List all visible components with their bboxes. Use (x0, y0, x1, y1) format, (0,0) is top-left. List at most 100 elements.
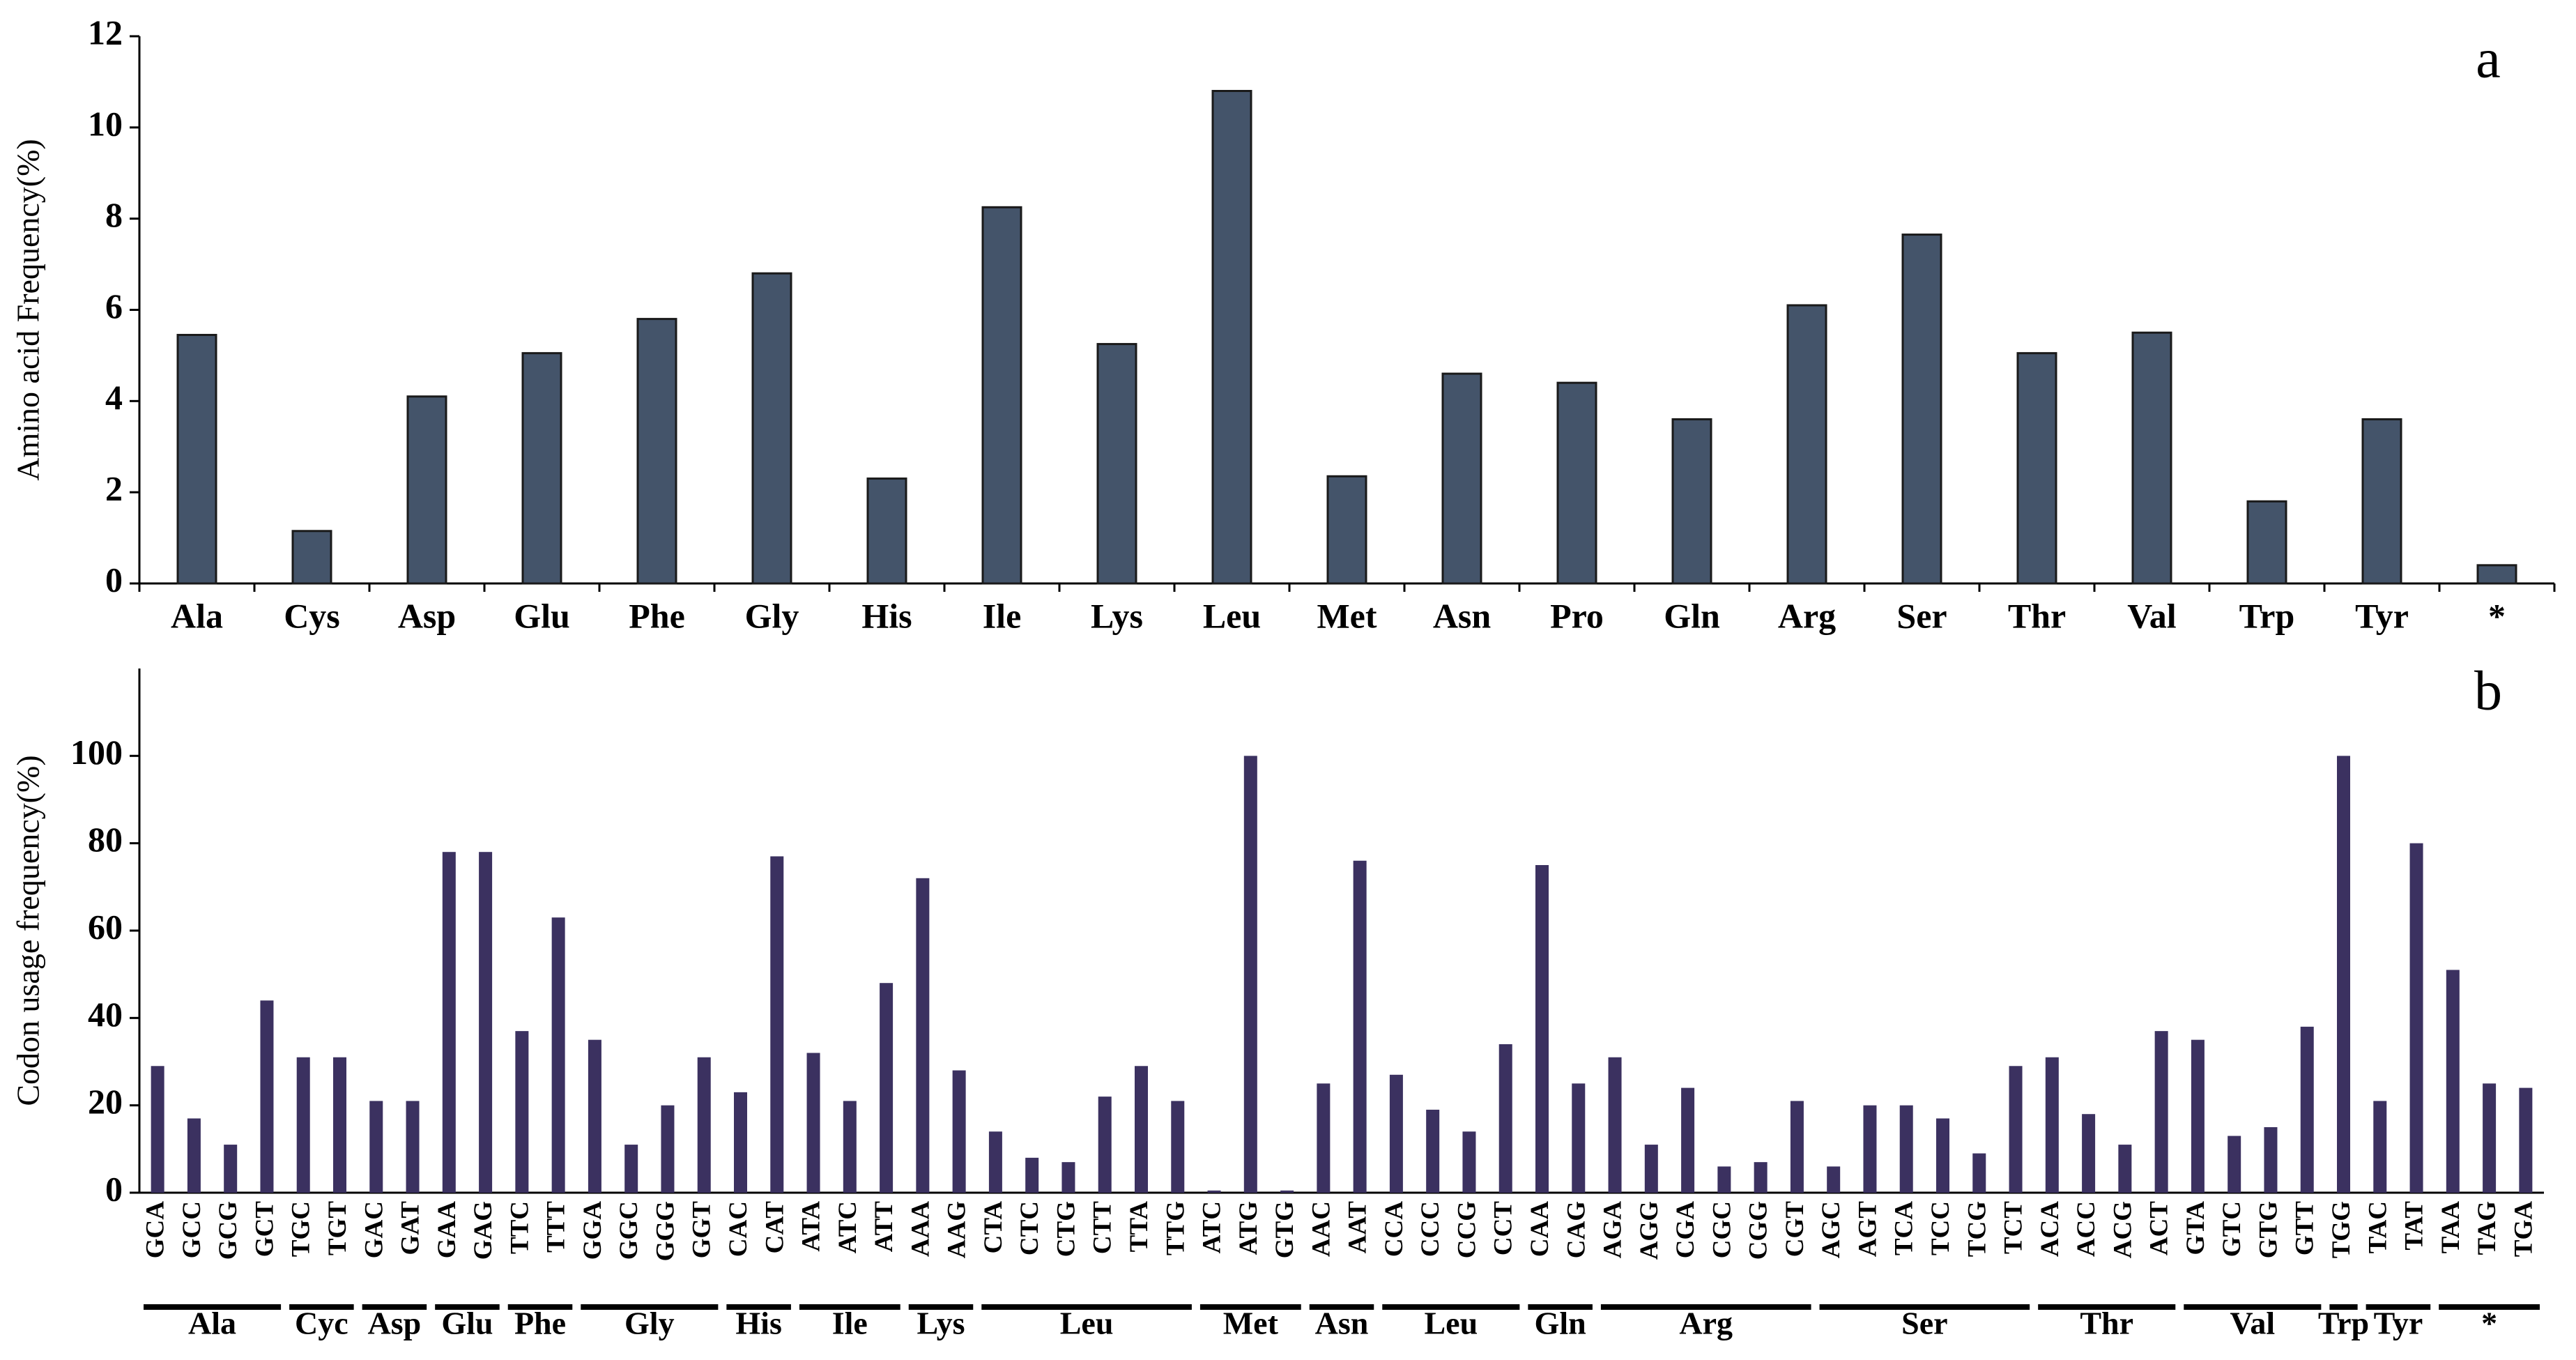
group-label: Glu (441, 1306, 493, 1341)
bar (369, 1101, 383, 1193)
bar (1681, 1087, 1695, 1193)
bar (2009, 1066, 2023, 1193)
bar (2045, 1057, 2059, 1193)
codon-label: GCC (178, 1201, 206, 1258)
codon-label: GAA (433, 1201, 461, 1259)
bar (1754, 1162, 1768, 1193)
group-label: Gln (1535, 1306, 1586, 1341)
bar (1135, 1066, 1148, 1193)
bar (1556, 381, 1597, 585)
codon-label: TGT (323, 1201, 352, 1255)
group-label: Ala (188, 1306, 236, 1341)
codon-label: CCG (1452, 1201, 1481, 1258)
bar (2519, 1087, 2533, 1193)
bar (296, 1057, 310, 1193)
codon-label: ATT (870, 1201, 898, 1253)
bar (551, 917, 565, 1193)
y-tick-label: 60 (88, 907, 123, 946)
group-label: Asp (368, 1306, 422, 1341)
codon-label: CCC (1416, 1201, 1445, 1257)
codon-label: CTG (1052, 1201, 1080, 1257)
codon-label: CAC (724, 1201, 753, 1257)
bar (770, 856, 784, 1193)
codon-label: CTC (1015, 1201, 1044, 1255)
bar (2264, 1127, 2278, 1193)
codon-label: AGA (1599, 1201, 1627, 1259)
y-tick-label: 0 (105, 560, 123, 599)
group-label: Ser (1901, 1306, 1947, 1341)
codon-label: ACG (2108, 1201, 2137, 1258)
codon-label: CAT (760, 1201, 789, 1254)
x-tick-label: Lys (1091, 596, 1143, 635)
bar (751, 272, 792, 585)
codon-label: GTG (2254, 1201, 2283, 1258)
y-tick-label: 40 (88, 995, 123, 1034)
codon-label: CGG (1745, 1201, 1773, 1260)
codon-label: TAG (2473, 1201, 2501, 1255)
codon-label: ACT (2145, 1201, 2174, 1255)
codon-label: AAC (1307, 1201, 1335, 1257)
x-tick-label: Met (1317, 596, 1377, 635)
group-label: Ile (832, 1306, 868, 1341)
y-tick-label: 8 (105, 195, 123, 234)
group-label: His (735, 1306, 781, 1341)
x-tick-label: Glu (514, 596, 570, 635)
codon-label: ATC (1198, 1201, 1227, 1253)
bar (1243, 756, 1257, 1193)
codon-label: CGC (1708, 1201, 1736, 1258)
group-label: Cyc (295, 1306, 348, 1341)
bar (1389, 1074, 1403, 1193)
codon-label: GAT (397, 1201, 425, 1255)
bar (1171, 1101, 1185, 1193)
x-tick-label: His (861, 596, 912, 635)
panel-label: a (2476, 28, 2501, 89)
bar (636, 318, 677, 585)
group-label: * (2481, 1306, 2497, 1341)
x-tick-label: Asn (1433, 596, 1492, 635)
bar (1211, 90, 1252, 585)
bar (1207, 1190, 1221, 1193)
codon-label: ATC (834, 1201, 862, 1253)
bar (2191, 1039, 2205, 1193)
bar (1572, 1083, 1586, 1193)
bar (1901, 234, 1942, 585)
y-tick-label: 80 (88, 820, 123, 859)
x-tick-label: Ser (1896, 596, 1947, 635)
bar (1441, 372, 1482, 585)
group-label: Gly (624, 1306, 675, 1341)
codon-label: TTC (505, 1201, 534, 1254)
codon-label: ACA (2036, 1201, 2064, 1257)
bar (1899, 1105, 1913, 1193)
bar (1353, 860, 1367, 1193)
x-tick-label: Tyr (2355, 596, 2409, 635)
group-label: Arg (1679, 1306, 1733, 1341)
group-label: Met (1223, 1306, 1279, 1341)
codon-label: CGA (1671, 1201, 1700, 1259)
bar (442, 852, 456, 1193)
bar (1317, 1083, 1331, 1193)
y-tick-label: 2 (105, 469, 123, 508)
codon-label: GTG (1271, 1201, 1299, 1258)
codon-label: CTT (1089, 1201, 1117, 1254)
bar (260, 1000, 274, 1193)
group-label: Trp (2318, 1306, 2369, 1341)
bar (916, 878, 930, 1193)
bar (479, 852, 493, 1193)
bar (176, 333, 217, 585)
codon-label: GCA (141, 1201, 170, 1259)
bar (2300, 1026, 2314, 1193)
codon-label: AAT (1344, 1201, 1372, 1254)
bar (1936, 1118, 1949, 1193)
group-label: Leu (1424, 1306, 1478, 1341)
bar (1671, 418, 1712, 585)
bar (1096, 343, 1137, 585)
y-axis-title: Amino acid Frequency(%) (10, 139, 46, 481)
bar (406, 1101, 420, 1193)
panel-label: b (2474, 660, 2502, 721)
codon-label: GTT (2291, 1201, 2320, 1255)
codon-label: TCG (1963, 1201, 1991, 1257)
bar (1535, 865, 1549, 1193)
bar (1972, 1153, 1986, 1193)
codon-label: GTA (2182, 1201, 2210, 1255)
